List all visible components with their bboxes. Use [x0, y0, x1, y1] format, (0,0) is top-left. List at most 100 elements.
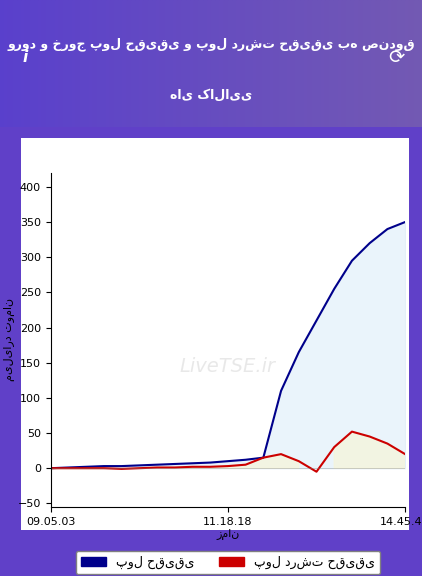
- Bar: [203, 0, 207, 127]
- Bar: [38, 0, 42, 127]
- Text: های کالایی: های کالایی: [170, 89, 252, 101]
- Bar: [4, 0, 8, 127]
- Bar: [308, 0, 312, 127]
- Bar: [89, 0, 93, 127]
- Bar: [63, 0, 68, 127]
- Bar: [312, 0, 316, 127]
- Bar: [245, 0, 249, 127]
- Bar: [270, 0, 274, 127]
- Bar: [232, 0, 236, 127]
- Bar: [34, 0, 38, 127]
- Bar: [55, 0, 59, 127]
- Bar: [156, 0, 160, 127]
- Bar: [8, 0, 13, 127]
- پول حقیقی: [243, 456, 248, 463]
- Bar: [152, 0, 156, 127]
- Bar: [68, 0, 72, 127]
- پول درشت حقیقی: [261, 454, 266, 461]
- پول درشت حقیقی: [190, 463, 195, 470]
- Bar: [359, 0, 363, 127]
- Bar: [257, 0, 262, 127]
- پول درشت حقیقی: [84, 465, 89, 472]
- Bar: [316, 0, 321, 127]
- پول حقیقی: [84, 463, 89, 470]
- Bar: [287, 0, 291, 127]
- Bar: [139, 0, 143, 127]
- Bar: [160, 0, 165, 127]
- پول حقیقی: [261, 454, 266, 461]
- پول حقیقی: [190, 460, 195, 467]
- Bar: [376, 0, 380, 127]
- Text: ورود و خروج پول حقیقی و پول درشت حقیقی به صندوق: ورود و خروج پول حقیقی و پول درشت حقیقی ب…: [7, 37, 415, 51]
- پول حقیقی: [48, 465, 53, 472]
- Bar: [384, 0, 388, 127]
- Bar: [363, 0, 367, 127]
- Bar: [59, 0, 63, 127]
- Bar: [165, 0, 169, 127]
- پول حقیقی: [225, 458, 230, 465]
- Bar: [380, 0, 384, 127]
- Bar: [418, 0, 422, 127]
- Bar: [397, 0, 401, 127]
- Bar: [173, 0, 177, 127]
- Bar: [131, 0, 135, 127]
- Bar: [101, 0, 106, 127]
- پول درشت حقیقی: [314, 468, 319, 475]
- پول حقیقی: [208, 459, 213, 466]
- Bar: [194, 0, 198, 127]
- Bar: [51, 0, 55, 127]
- X-axis label: زمان: زمان: [216, 529, 240, 540]
- Bar: [300, 0, 304, 127]
- پول حقیقی: [403, 218, 408, 225]
- Bar: [80, 0, 84, 127]
- Bar: [321, 0, 325, 127]
- Bar: [291, 0, 295, 127]
- Bar: [30, 0, 34, 127]
- Bar: [97, 0, 101, 127]
- Line: پول حقیقی: پول حقیقی: [51, 222, 405, 468]
- Bar: [346, 0, 350, 127]
- Bar: [118, 0, 122, 127]
- پول حقیقی: [349, 257, 354, 264]
- Bar: [405, 0, 409, 127]
- Bar: [215, 0, 219, 127]
- پول درشت حقیقی: [279, 450, 284, 457]
- پول حقیقی: [119, 463, 124, 469]
- Bar: [329, 0, 333, 127]
- Text: i: i: [23, 50, 28, 65]
- Y-axis label: میلیارد تومان: میلیارد تومان: [4, 298, 15, 381]
- Bar: [333, 0, 338, 127]
- Bar: [295, 0, 300, 127]
- پول حقیقی: [154, 461, 160, 468]
- Bar: [122, 0, 127, 127]
- Bar: [17, 0, 21, 127]
- Bar: [367, 0, 371, 127]
- Bar: [21, 0, 25, 127]
- پول حقیقی: [367, 240, 372, 247]
- پول درشت حقیقی: [119, 465, 124, 472]
- Bar: [181, 0, 186, 127]
- Bar: [409, 0, 414, 127]
- Bar: [219, 0, 224, 127]
- Bar: [207, 0, 211, 127]
- Bar: [143, 0, 148, 127]
- Bar: [266, 0, 270, 127]
- پول درشت حقیقی: [225, 463, 230, 469]
- Bar: [25, 0, 30, 127]
- پول درشت حقیقی: [403, 450, 408, 457]
- Bar: [110, 0, 114, 127]
- Bar: [114, 0, 118, 127]
- Bar: [325, 0, 329, 127]
- Legend: پول حقیقی, پول درشت حقیقی: پول حقیقی, پول درشت حقیقی: [76, 551, 380, 574]
- پول حقیقی: [385, 226, 390, 233]
- پول درشت حقیقی: [385, 440, 390, 447]
- Bar: [177, 0, 181, 127]
- پول درشت حقیقی: [243, 461, 248, 468]
- پول درشت حقیقی: [367, 433, 372, 440]
- Bar: [414, 0, 418, 127]
- Bar: [0, 0, 4, 127]
- Bar: [401, 0, 405, 127]
- پول درشت حقیقی: [101, 465, 106, 472]
- Bar: [350, 0, 354, 127]
- Bar: [354, 0, 359, 127]
